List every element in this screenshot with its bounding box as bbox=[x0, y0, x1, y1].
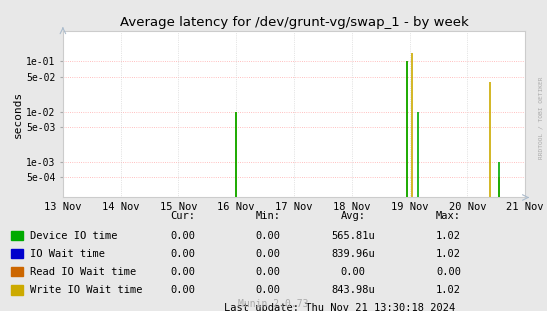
Text: RRDTOOL / TOBI OETIKER: RRDTOOL / TOBI OETIKER bbox=[538, 77, 543, 160]
Text: 1.02: 1.02 bbox=[436, 285, 461, 295]
Text: Avg:: Avg: bbox=[340, 211, 365, 221]
Text: 0.00: 0.00 bbox=[255, 231, 281, 241]
Text: 0.00: 0.00 bbox=[171, 267, 196, 277]
Text: 0.00: 0.00 bbox=[171, 249, 196, 259]
Text: 0.00: 0.00 bbox=[255, 249, 281, 259]
Text: 0.00: 0.00 bbox=[436, 267, 461, 277]
Text: Last update: Thu Nov 21 13:30:18 2024: Last update: Thu Nov 21 13:30:18 2024 bbox=[224, 304, 455, 311]
Text: Max:: Max: bbox=[436, 211, 461, 221]
Text: 839.96u: 839.96u bbox=[331, 249, 375, 259]
Text: Device IO time: Device IO time bbox=[30, 231, 117, 241]
Title: Average latency for /dev/grunt-vg/swap_1 - by week: Average latency for /dev/grunt-vg/swap_1… bbox=[120, 16, 468, 29]
Text: 1.02: 1.02 bbox=[436, 249, 461, 259]
Text: 843.98u: 843.98u bbox=[331, 285, 375, 295]
Text: 0.00: 0.00 bbox=[171, 285, 196, 295]
Text: Cur:: Cur: bbox=[171, 211, 196, 221]
Text: 0.00: 0.00 bbox=[171, 231, 196, 241]
Text: 1.02: 1.02 bbox=[436, 231, 461, 241]
Text: 0.00: 0.00 bbox=[340, 267, 365, 277]
Text: Min:: Min: bbox=[255, 211, 281, 221]
Y-axis label: seconds: seconds bbox=[13, 91, 23, 138]
Text: Write IO Wait time: Write IO Wait time bbox=[30, 285, 142, 295]
Text: Read IO Wait time: Read IO Wait time bbox=[30, 267, 136, 277]
Text: 565.81u: 565.81u bbox=[331, 231, 375, 241]
Text: 0.00: 0.00 bbox=[255, 267, 281, 277]
Text: Munin 2.0.73: Munin 2.0.73 bbox=[238, 299, 309, 309]
Text: 0.00: 0.00 bbox=[255, 285, 281, 295]
Text: IO Wait time: IO Wait time bbox=[30, 249, 104, 259]
